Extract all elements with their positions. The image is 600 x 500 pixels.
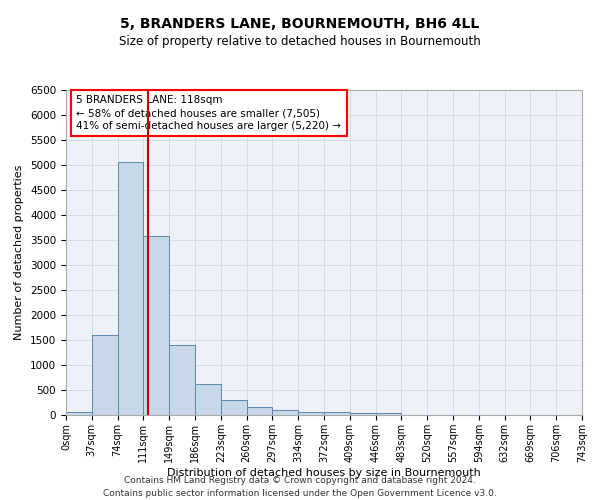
- Bar: [169, 344, 195, 415]
- Bar: [247, 407, 272, 415]
- Bar: [376, 412, 401, 415]
- Bar: [272, 410, 298, 415]
- X-axis label: Distribution of detached houses by size in Bournemouth: Distribution of detached houses by size …: [167, 468, 481, 477]
- Bar: [221, 400, 247, 415]
- Bar: [118, 162, 143, 415]
- Bar: [350, 412, 376, 415]
- Bar: [298, 412, 324, 415]
- Text: 5, BRANDERS LANE, BOURNEMOUTH, BH6 4LL: 5, BRANDERS LANE, BOURNEMOUTH, BH6 4LL: [121, 18, 479, 32]
- Bar: [66, 412, 92, 415]
- Text: Contains HM Land Registry data © Crown copyright and database right 2024.
Contai: Contains HM Land Registry data © Crown c…: [103, 476, 497, 498]
- Text: 5 BRANDERS LANE: 118sqm
← 58% of detached houses are smaller (7,505)
41% of semi: 5 BRANDERS LANE: 118sqm ← 58% of detache…: [76, 95, 341, 132]
- Bar: [195, 384, 221, 415]
- Bar: [324, 412, 350, 415]
- Text: Size of property relative to detached houses in Bournemouth: Size of property relative to detached ho…: [119, 35, 481, 48]
- Bar: [143, 236, 169, 415]
- Bar: [92, 334, 118, 415]
- Y-axis label: Number of detached properties: Number of detached properties: [14, 165, 25, 340]
